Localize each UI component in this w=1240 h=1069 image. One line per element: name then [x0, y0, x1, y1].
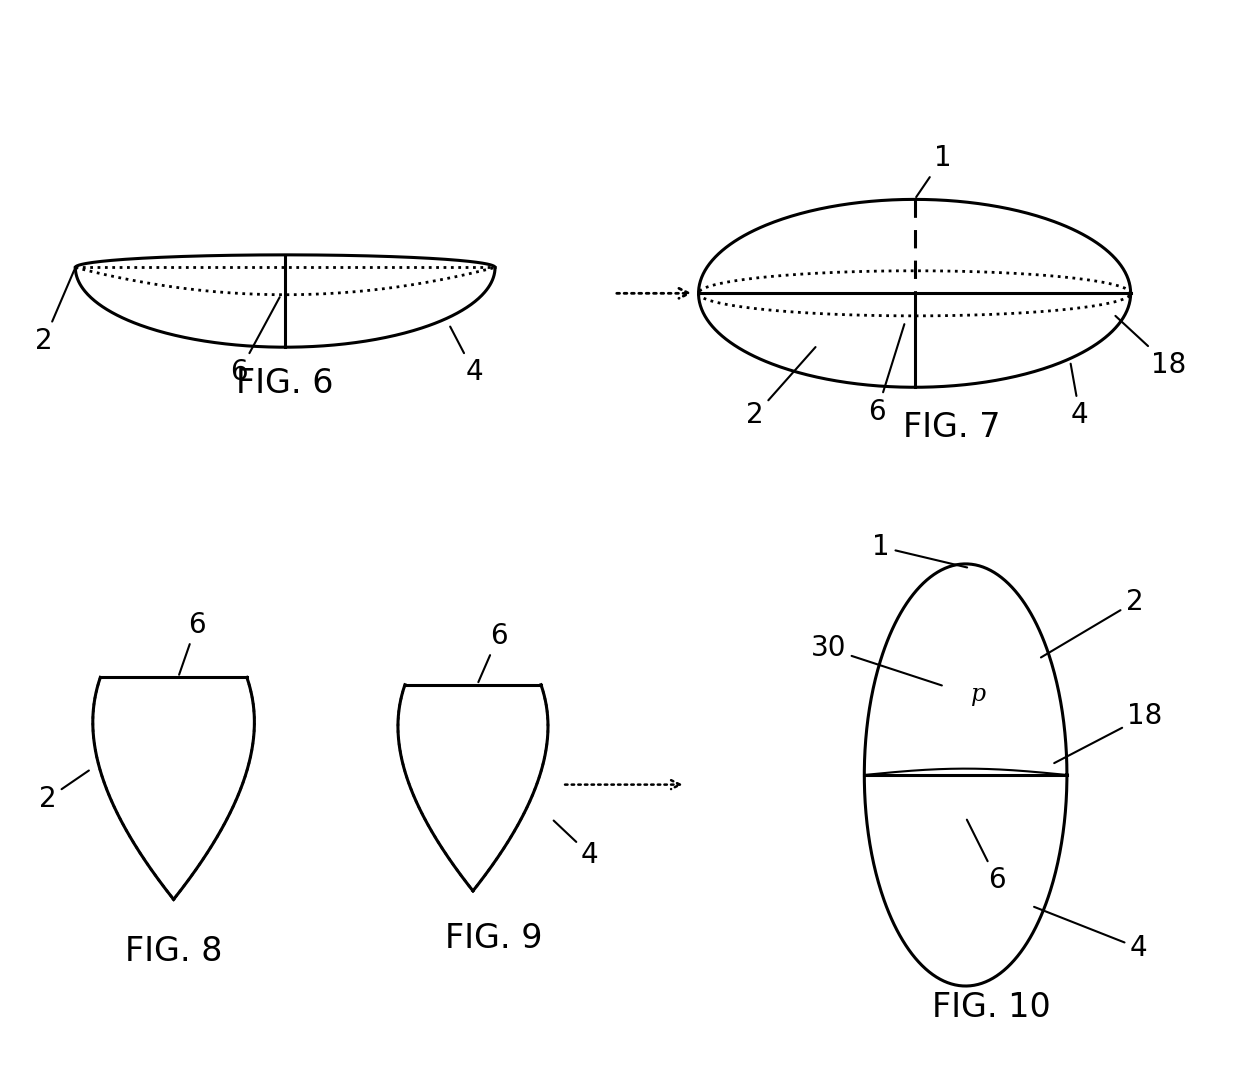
- Text: 4: 4: [450, 326, 482, 386]
- Text: 6: 6: [231, 297, 280, 386]
- Text: 4: 4: [1034, 907, 1147, 962]
- Text: 18: 18: [1116, 315, 1185, 378]
- Text: 30: 30: [811, 634, 942, 685]
- Text: 4: 4: [1070, 363, 1089, 430]
- Text: 2: 2: [35, 270, 74, 355]
- Text: FIG. 10: FIG. 10: [931, 991, 1050, 1024]
- Text: FIG. 9: FIG. 9: [445, 921, 543, 955]
- Text: 2: 2: [746, 347, 816, 430]
- Text: 6: 6: [967, 820, 1006, 895]
- Text: 6: 6: [179, 610, 206, 675]
- Text: 6: 6: [479, 622, 507, 682]
- Text: 2: 2: [1040, 588, 1143, 657]
- Text: FIG. 6: FIG. 6: [237, 367, 334, 400]
- Text: 2: 2: [38, 771, 89, 812]
- Text: p: p: [971, 683, 986, 707]
- Text: 1: 1: [873, 533, 967, 568]
- Text: 4: 4: [553, 821, 599, 869]
- Text: FIG. 7: FIG. 7: [904, 410, 1001, 444]
- Text: 1: 1: [916, 144, 951, 197]
- Text: 18: 18: [1054, 702, 1163, 763]
- Text: FIG. 8: FIG. 8: [125, 935, 222, 969]
- Text: 6: 6: [868, 324, 904, 425]
